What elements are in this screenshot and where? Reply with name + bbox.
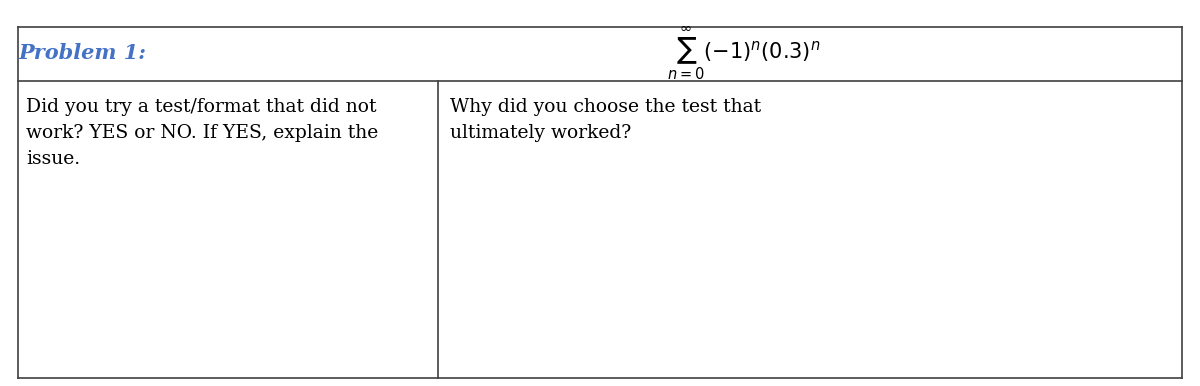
Text: $\sum_{n=0}^{\infty}(-1)^n(0.3)^n$: $\sum_{n=0}^{\infty}(-1)^n(0.3)^n$ [667, 24, 821, 82]
Text: Did you try a test/format that did not
work? YES or NO. If YES, explain the
issu: Did you try a test/format that did not w… [26, 98, 379, 168]
Text: Why did you choose the test that
ultimately worked?: Why did you choose the test that ultimat… [450, 98, 761, 142]
Text: Problem 1:: Problem 1: [18, 43, 146, 63]
